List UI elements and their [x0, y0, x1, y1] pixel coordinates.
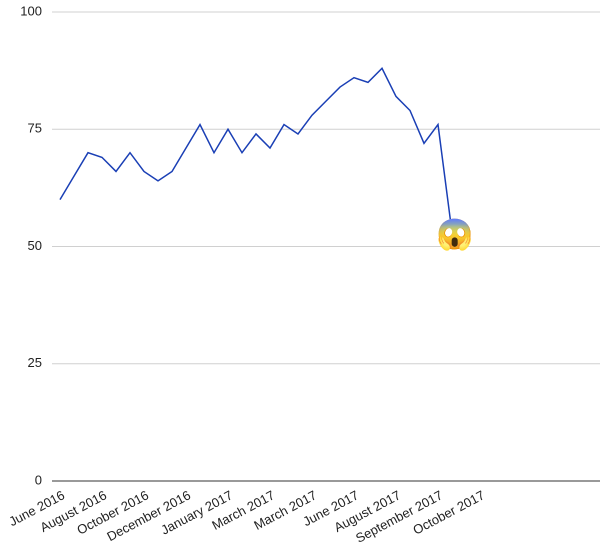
line-series — [59, 67, 453, 233]
y-tick-label: 25 — [28, 355, 42, 370]
y-tick-label: 0 — [35, 472, 42, 487]
y-tick-label: 50 — [28, 238, 42, 253]
y-tick-label: 75 — [28, 121, 42, 136]
y-tick-label: 100 — [20, 3, 42, 18]
annotation: 😱 — [436, 217, 473, 252]
